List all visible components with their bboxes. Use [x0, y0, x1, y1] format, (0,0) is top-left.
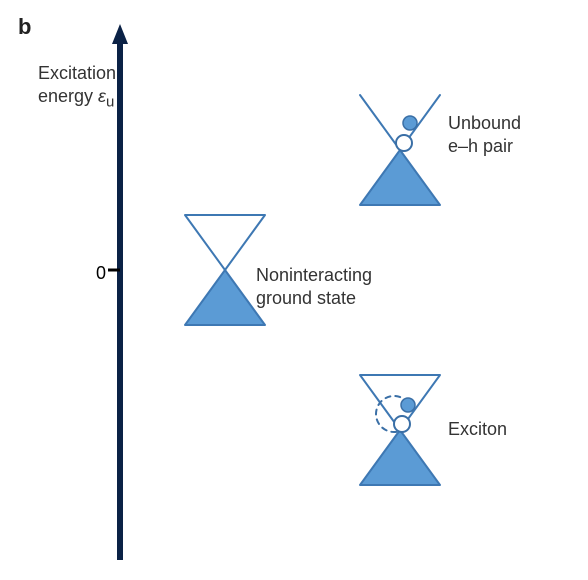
axis-label-line2-prefix: energy: [38, 86, 98, 106]
unbound-label-line1: Unbound: [448, 113, 521, 133]
axis-zero-label: 0: [96, 262, 106, 285]
panel-label: b: [18, 14, 31, 40]
exciton-label: Exciton: [448, 418, 507, 441]
unbound-label-line2: e–h pair: [448, 136, 513, 156]
ground-label-line2: ground state: [256, 288, 356, 308]
axis-label: Excitation energy εu: [38, 62, 116, 112]
axis-label-line1: Excitation: [38, 63, 116, 83]
axis-label-subscript: u: [106, 93, 114, 110]
ground-state-label: Noninteracting ground state: [256, 264, 372, 309]
unbound-pair-label: Unbound e–h pair: [448, 112, 521, 157]
ground-label-line1: Noninteracting: [256, 265, 372, 285]
axis-label-var: ε: [98, 86, 106, 106]
